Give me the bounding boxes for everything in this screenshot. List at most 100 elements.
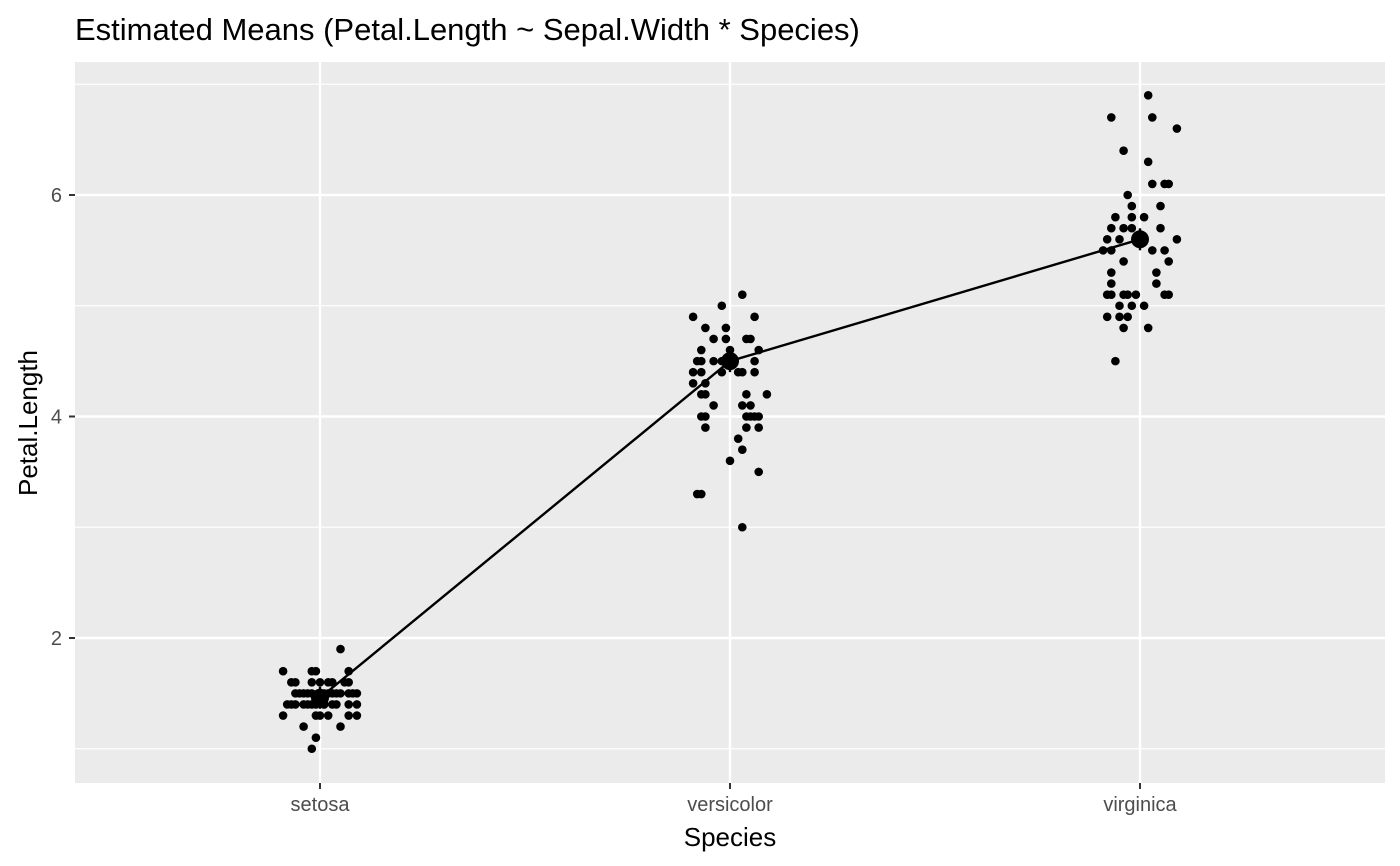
data-point xyxy=(1119,146,1128,155)
data-point xyxy=(721,323,731,333)
x-tick-labels: setosa versicolor virginica xyxy=(291,794,1178,816)
data-point xyxy=(315,711,325,720)
y-tick-label: 2 xyxy=(51,628,62,650)
data-point xyxy=(311,733,321,742)
data-point xyxy=(697,367,706,377)
data-point xyxy=(688,312,698,322)
y-tick-labels: 2 4 6 xyxy=(51,185,62,650)
data-point xyxy=(1123,312,1132,322)
data-point xyxy=(1102,235,1112,244)
data-point xyxy=(1123,190,1132,200)
data-point xyxy=(738,522,747,532)
data-point xyxy=(1119,223,1128,233)
y-tick-label: 4 xyxy=(51,407,62,429)
data-point xyxy=(1148,246,1157,255)
data-point xyxy=(725,345,735,355)
data-point xyxy=(1172,235,1182,244)
data-point xyxy=(697,345,706,355)
data-point xyxy=(746,334,755,344)
data-point xyxy=(1119,323,1128,333)
data-point xyxy=(299,700,308,709)
data-point xyxy=(328,689,337,698)
data-point xyxy=(709,356,718,366)
data-point xyxy=(311,666,321,676)
data-point xyxy=(307,744,317,754)
data-point xyxy=(1143,157,1153,167)
data-point xyxy=(701,412,710,421)
data-point xyxy=(697,489,706,499)
data-point xyxy=(336,722,345,731)
data-point xyxy=(1152,279,1161,288)
data-point xyxy=(1123,290,1132,299)
x-axis-title: Species xyxy=(684,822,777,852)
data-point xyxy=(701,378,710,388)
data-point xyxy=(1139,212,1149,222)
data-point xyxy=(1156,223,1165,233)
data-point xyxy=(746,401,755,410)
data-point xyxy=(688,367,698,377)
data-point xyxy=(709,401,718,410)
x-tick-label: virginica xyxy=(1103,794,1177,816)
data-point xyxy=(315,678,325,687)
data-point xyxy=(352,700,362,709)
data-point xyxy=(344,678,354,687)
data-point xyxy=(697,356,706,366)
data-point xyxy=(1156,201,1165,211)
data-point xyxy=(1115,301,1124,311)
data-point xyxy=(1139,301,1149,311)
data-point xyxy=(1148,179,1157,189)
chart-title: Estimated Means (Petal.Length ~ Sepal.Wi… xyxy=(75,12,860,47)
data-point xyxy=(336,644,345,654)
data-point xyxy=(1107,279,1116,288)
data-point xyxy=(299,722,308,731)
data-point xyxy=(750,356,759,366)
data-point xyxy=(332,700,341,709)
data-point xyxy=(738,367,747,377)
data-point xyxy=(733,434,743,443)
data-point xyxy=(1143,323,1153,333)
data-point xyxy=(344,711,354,720)
data-point xyxy=(754,423,763,432)
data-point xyxy=(754,412,763,421)
data-point xyxy=(1164,179,1173,189)
data-point xyxy=(1127,201,1137,211)
data-point xyxy=(1131,290,1141,299)
data-point xyxy=(1111,212,1120,222)
data-point xyxy=(278,666,288,676)
data-point xyxy=(721,334,731,344)
data-point xyxy=(1164,257,1173,266)
axis-ticks xyxy=(69,194,1141,789)
data-point xyxy=(750,312,759,322)
data-point xyxy=(701,423,710,432)
mean-point xyxy=(1131,230,1149,249)
data-point xyxy=(278,711,288,720)
data-point xyxy=(1164,290,1173,299)
mean-point xyxy=(311,688,329,707)
data-point xyxy=(1127,223,1137,233)
data-point xyxy=(1107,290,1116,299)
data-point xyxy=(1107,223,1116,233)
data-point xyxy=(291,678,300,687)
data-point xyxy=(709,334,718,344)
data-point xyxy=(323,711,333,720)
data-point xyxy=(725,456,735,466)
data-point xyxy=(1102,312,1112,322)
x-tick-label: versicolor xyxy=(687,794,773,816)
data-point xyxy=(717,301,727,311)
data-point xyxy=(701,390,710,399)
data-point xyxy=(344,700,354,709)
data-point xyxy=(738,445,747,455)
data-point xyxy=(742,423,751,432)
data-point xyxy=(1127,301,1137,311)
major-grid xyxy=(75,62,1385,783)
data-point xyxy=(1148,113,1157,122)
data-point xyxy=(291,689,300,698)
data-point xyxy=(352,689,362,698)
data-point xyxy=(1115,235,1124,244)
data-point xyxy=(352,711,362,720)
data-point xyxy=(1143,91,1153,100)
data-point xyxy=(336,689,345,698)
data-point xyxy=(688,378,698,388)
data-point xyxy=(738,401,747,410)
y-axis-title: Petal.Length xyxy=(13,350,43,496)
